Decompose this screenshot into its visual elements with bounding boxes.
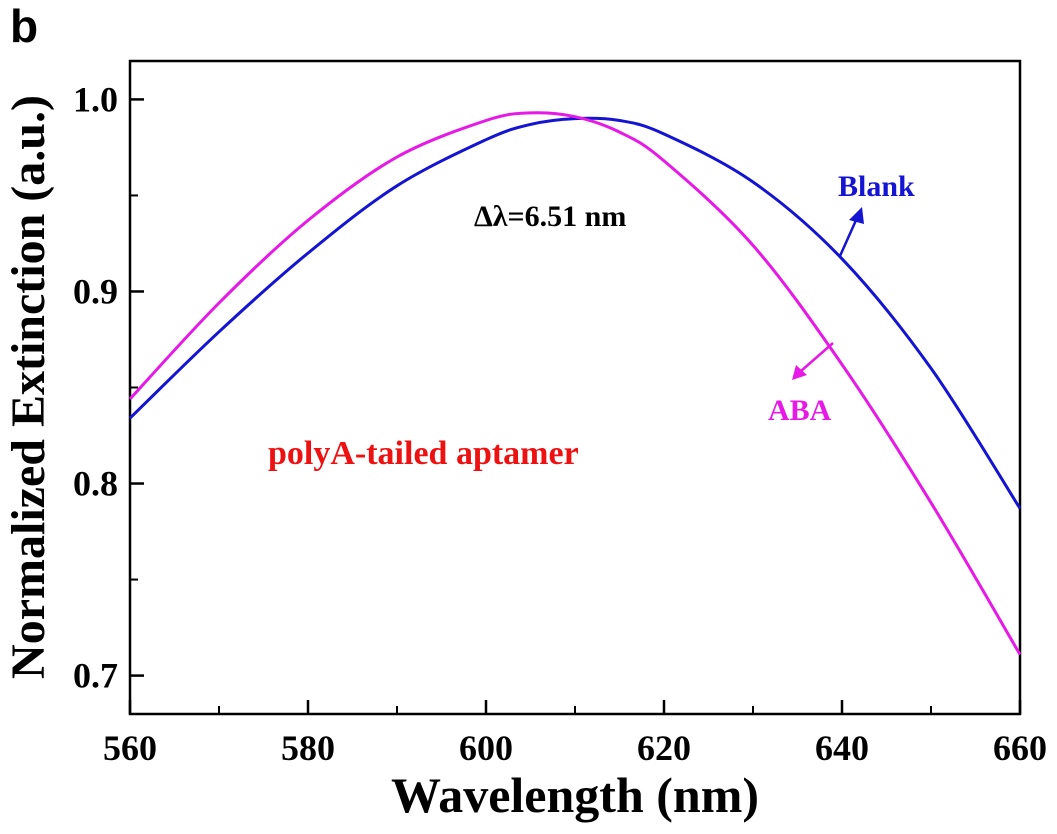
x-axis-ticks: 560 580 600 620 640 660 — [103, 700, 1047, 768]
y-tick-label: 0.8 — [73, 464, 118, 504]
y-axis-ticks: 0.7 0.8 0.9 1.0 — [73, 79, 144, 696]
plot-frame — [128, 59, 1022, 716]
x-tick-label: 600 — [459, 728, 513, 768]
series-line-aba — [128, 111, 1022, 656]
y-tick-label: 1.0 — [73, 79, 118, 119]
x-tick-label: 620 — [637, 728, 691, 768]
x-tick-label: 640 — [815, 728, 869, 768]
x-tick-label: 580 — [281, 728, 335, 768]
y-axis-label: Normalized Extinction (a.u.) — [2, 95, 55, 679]
x-tick-label: 560 — [103, 728, 157, 768]
blank-arrow-head — [849, 207, 864, 224]
x-axis-label: Wavelength (nm) — [391, 767, 759, 823]
blank-arrow-line — [838, 217, 859, 257]
sample-annotation: polyA-tailed aptamer — [268, 435, 579, 472]
aba-series-label: ABA — [768, 394, 832, 427]
blank-series-label: Blank — [838, 170, 915, 203]
x-tick-label: 660 — [993, 728, 1047, 768]
shift-annotation: Δλ=6.51 nm — [474, 200, 626, 233]
y-tick-label: 0.9 — [73, 271, 118, 311]
series-line-blank — [128, 116, 1022, 510]
series-layer — [128, 111, 1022, 656]
aba-arrow-line — [800, 342, 834, 372]
y-tick-label: 0.7 — [73, 656, 118, 696]
aba-arrow-head — [792, 365, 807, 380]
panel-label: b — [10, 0, 38, 52]
